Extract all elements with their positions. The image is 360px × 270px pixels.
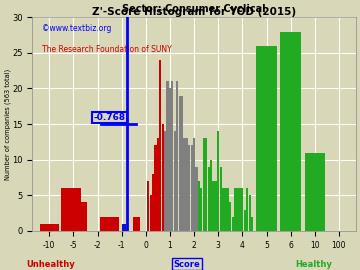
Bar — [188, 146, 190, 231]
Bar — [150, 195, 152, 231]
Bar — [224, 188, 226, 231]
Bar — [256, 46, 277, 231]
Bar — [241, 188, 243, 231]
Bar — [280, 32, 301, 231]
Bar — [251, 217, 253, 231]
Bar — [215, 181, 217, 231]
Bar — [200, 188, 202, 231]
Bar — [159, 60, 161, 231]
Bar — [147, 181, 149, 231]
Bar — [174, 131, 176, 231]
Bar — [198, 181, 200, 231]
Bar — [176, 81, 178, 231]
Bar — [222, 188, 224, 231]
Bar — [171, 81, 174, 231]
Bar — [210, 160, 212, 231]
Bar — [239, 188, 241, 231]
Bar — [61, 188, 81, 231]
Bar — [169, 89, 171, 231]
Bar — [207, 167, 210, 231]
Bar — [234, 188, 236, 231]
Bar — [122, 224, 126, 231]
Bar — [231, 217, 234, 231]
Bar — [186, 138, 188, 231]
Bar — [154, 146, 157, 231]
Bar — [237, 188, 239, 231]
Bar — [212, 181, 215, 231]
Bar — [229, 202, 231, 231]
Bar — [305, 153, 325, 231]
Y-axis label: Number of companies (563 total): Number of companies (563 total) — [4, 69, 11, 180]
Text: Healthy: Healthy — [295, 260, 332, 269]
Bar — [40, 224, 59, 231]
Text: Score: Score — [174, 260, 201, 269]
Bar — [205, 138, 207, 231]
Bar — [132, 217, 140, 231]
Bar — [68, 202, 87, 231]
Bar — [183, 138, 185, 231]
Bar — [190, 146, 193, 231]
Text: The Research Foundation of SUNY: The Research Foundation of SUNY — [42, 45, 172, 54]
Bar — [220, 167, 222, 231]
Bar — [246, 188, 248, 231]
Bar — [217, 131, 219, 231]
Bar — [157, 138, 159, 231]
Bar — [248, 195, 251, 231]
Bar — [162, 124, 164, 231]
Text: Sector: Consumer Cyclical: Sector: Consumer Cyclical — [122, 4, 266, 14]
Bar — [195, 167, 198, 231]
Bar — [100, 217, 119, 231]
Bar — [193, 138, 195, 231]
Text: ©www.textbiz.org: ©www.textbiz.org — [42, 24, 112, 33]
Bar — [181, 96, 183, 231]
Title: Z'-Score Histogram for YOD (2015): Z'-Score Histogram for YOD (2015) — [92, 7, 296, 17]
Text: -0.768: -0.768 — [93, 113, 125, 122]
Bar — [164, 131, 166, 231]
Bar — [203, 138, 205, 231]
Bar — [166, 81, 168, 231]
Bar — [227, 188, 229, 231]
Text: Unhealthy: Unhealthy — [26, 260, 75, 269]
Bar — [179, 96, 181, 231]
Bar — [244, 210, 246, 231]
Bar — [152, 174, 154, 231]
